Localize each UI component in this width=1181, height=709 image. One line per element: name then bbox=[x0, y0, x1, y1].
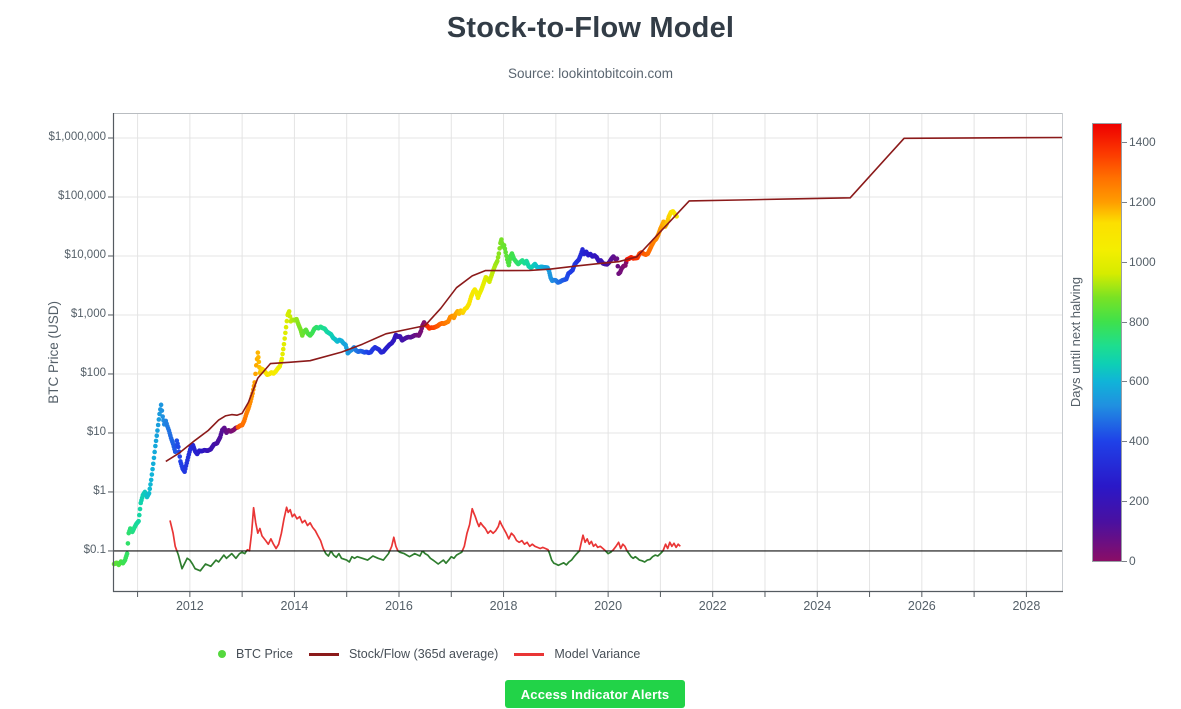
y-axis-title: BTC Price (USD) bbox=[45, 301, 61, 404]
colorbar-tick-mark bbox=[1122, 321, 1127, 323]
access-indicator-alerts-button[interactable]: Access Indicator Alerts bbox=[505, 680, 685, 708]
legend: BTC Price Stock/Flow (365d average) Mode… bbox=[218, 645, 640, 663]
colorbar-tick-mark bbox=[1122, 141, 1127, 143]
colorbar-tick-label: 200 bbox=[1129, 494, 1150, 509]
colorbar-tick-mark bbox=[1122, 381, 1127, 383]
colorbar-tick-mark bbox=[1122, 501, 1127, 503]
colorbar-tick-mark bbox=[1122, 261, 1127, 263]
colorbar-tick-label: 600 bbox=[1129, 374, 1150, 389]
legend-item-btc-price[interactable]: BTC Price bbox=[218, 647, 293, 661]
colorbar-tick-mark bbox=[1122, 561, 1127, 562]
y-tick-label: $1,000,000 bbox=[48, 131, 106, 143]
source-subtitle: Source: lookintobitcoin.com bbox=[507, 66, 674, 81]
colorbar-title: Days until next halving bbox=[1067, 277, 1083, 408]
y-tick-label: $10,000 bbox=[64, 248, 106, 261]
y-tick-label: $10 bbox=[86, 425, 106, 438]
y-tick-label: $100,000 bbox=[58, 190, 106, 202]
colorbar-tick-label: 0 bbox=[1129, 554, 1136, 568]
btc-price-dot-swatch bbox=[218, 650, 226, 658]
model-variance-line-swatch bbox=[514, 652, 545, 656]
stock-to-flow-chart[interactable] bbox=[108, 113, 1064, 597]
y-tick-label: $0.1 bbox=[83, 543, 106, 556]
colorbar-tick-label: 800 bbox=[1129, 314, 1150, 329]
y-tick-label: $1,000 bbox=[70, 307, 106, 320]
page-title: Stock-to-Flow Model bbox=[446, 12, 735, 44]
y-tick-label: $1 bbox=[93, 484, 106, 497]
legend-label: Stock/Flow (365d average) bbox=[348, 647, 499, 661]
chart-canvas[interactable] bbox=[108, 113, 1064, 597]
colorbar-tick-label: 1400 bbox=[1129, 134, 1156, 149]
stock-flow-line-swatch bbox=[308, 652, 339, 656]
x-tick-label: 2016 bbox=[385, 599, 413, 613]
colorbar-tick-label: 400 bbox=[1129, 434, 1150, 449]
x-tick-label: 2022 bbox=[698, 599, 727, 613]
x-tick-label: 2018 bbox=[489, 599, 518, 613]
x-tick-label: 2012 bbox=[175, 599, 204, 613]
colorbar-tick-mark bbox=[1122, 201, 1127, 203]
x-tick-label: 2024 bbox=[803, 599, 832, 613]
legend-item-stock-flow[interactable]: Stock/Flow (365d average) bbox=[308, 647, 499, 661]
x-tick-label: 2026 bbox=[907, 599, 936, 613]
colorbar-tick-mark bbox=[1122, 441, 1127, 443]
y-tick-label: $100 bbox=[80, 366, 106, 379]
colorbar-tick-label: 1200 bbox=[1129, 194, 1156, 209]
colorbar-tick-label: 1000 bbox=[1129, 254, 1156, 269]
legend-label: BTC Price bbox=[236, 647, 293, 661]
x-tick-label: 2028 bbox=[1012, 599, 1041, 613]
x-tick-label: 2020 bbox=[594, 599, 623, 613]
days-until-halving-colorbar bbox=[1092, 123, 1122, 562]
x-tick-label: 2014 bbox=[280, 599, 309, 613]
legend-label: Model Variance bbox=[554, 647, 641, 661]
legend-item-model-variance[interactable]: Model Variance bbox=[514, 647, 640, 661]
